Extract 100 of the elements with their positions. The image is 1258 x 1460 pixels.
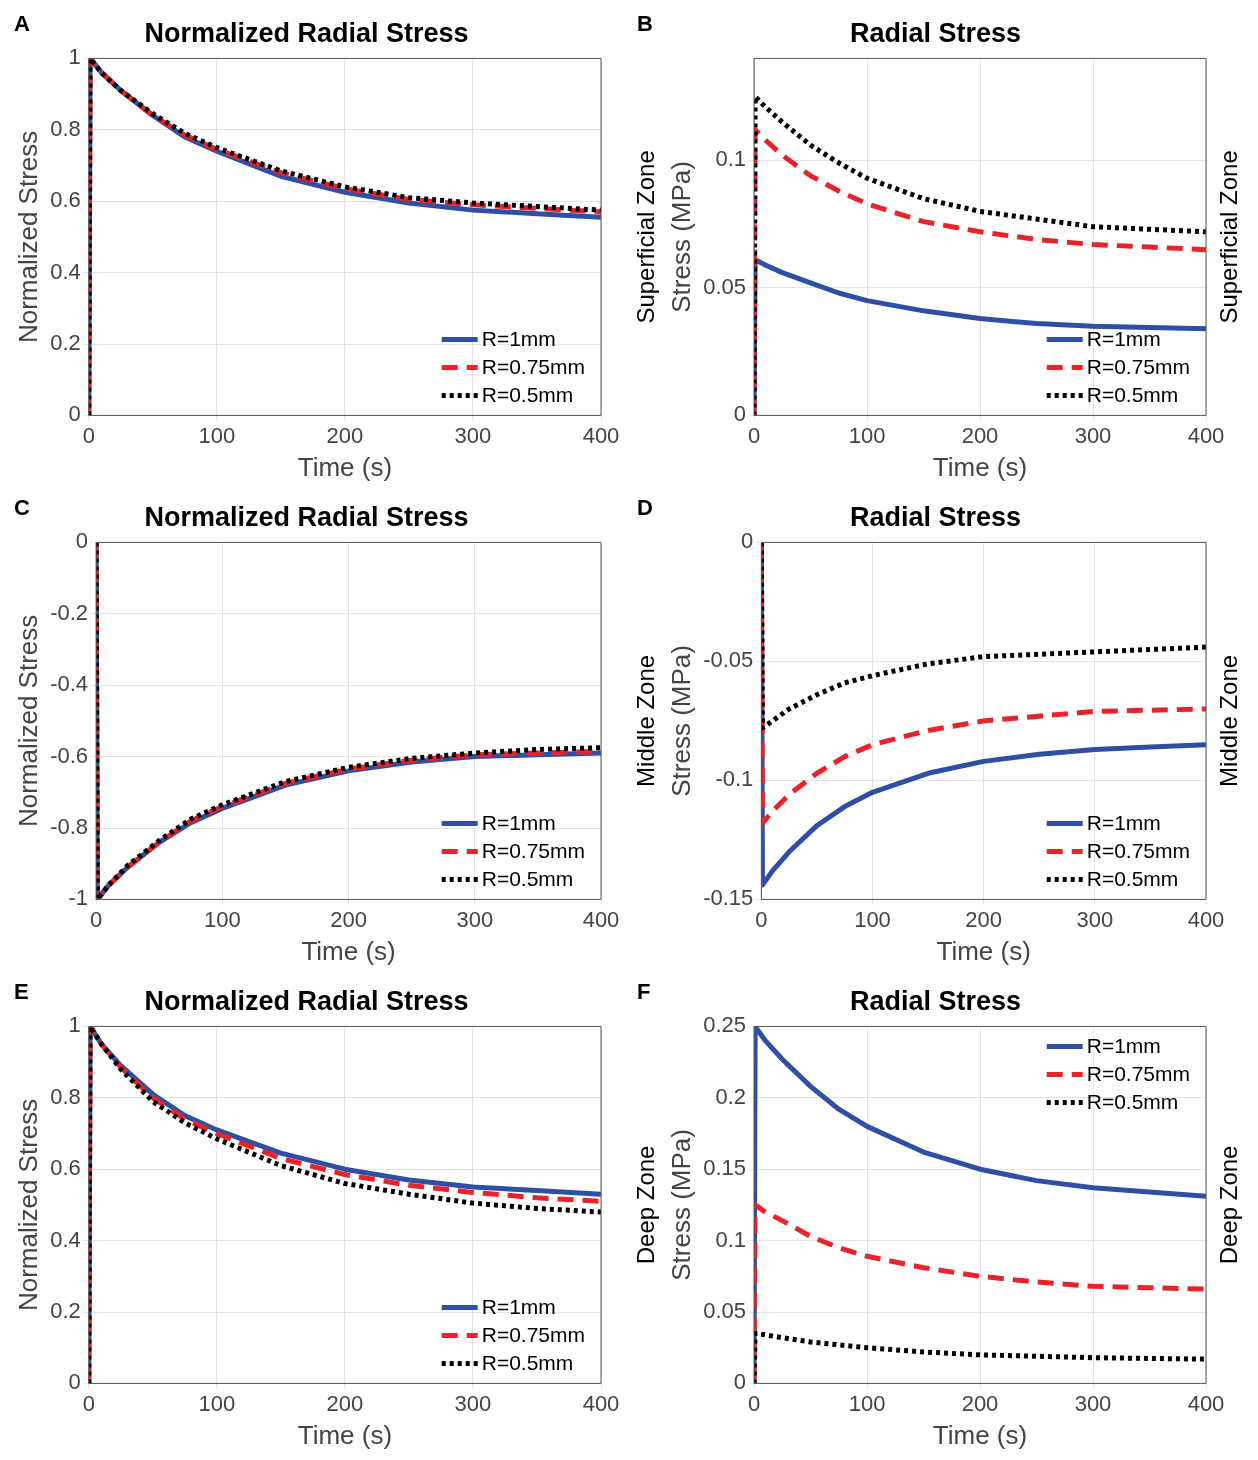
x-tick-label: 200	[326, 422, 364, 448]
chart-title: Normalized Radial Stress	[144, 501, 469, 532]
y-axis-title: Stress (MPa)	[665, 1129, 696, 1281]
legend-label: R=1mm	[481, 811, 556, 835]
legend-label: R=1mm	[1086, 811, 1161, 835]
y-tick-label: 0.05	[703, 1298, 747, 1324]
x-tick-label: 400	[1187, 422, 1225, 448]
x-tick-label: 300	[1074, 422, 1112, 448]
text: Superficial Zone	[631, 150, 659, 324]
x-tick-label: 400	[1187, 906, 1225, 932]
y-tick-label: 0	[733, 1369, 747, 1395]
y-tick-label: -0.1	[715, 766, 754, 792]
y-tick-label: 0	[68, 401, 81, 427]
x-tick-label: 200	[965, 906, 1003, 932]
y-tick-label: 0	[75, 528, 89, 554]
legend-label: R=0.75mm	[481, 355, 586, 379]
y-axis-title: Normalized Stress	[12, 130, 43, 344]
y-tick-label: 0.8	[50, 1083, 81, 1109]
y-tick-label: 0.15	[703, 1155, 747, 1181]
text: A	[14, 11, 30, 37]
text: D	[637, 495, 653, 521]
x-axis-title: Time (s)	[297, 451, 393, 482]
x-axis-title: Time (s)	[932, 1419, 1028, 1450]
legend-label: R=0.5mm	[1086, 383, 1179, 407]
x-axis-title: Time (s)	[936, 935, 1031, 966]
x-tick-label: 200	[961, 1390, 999, 1416]
y-tick-label: 0.6	[50, 187, 81, 213]
x-tick-label: 100	[854, 906, 891, 932]
text: B	[637, 11, 653, 37]
y-tick-label: 0.1	[715, 1226, 747, 1252]
legend-label: R=0.75mm	[1086, 1062, 1191, 1086]
text: Middle Zone	[631, 654, 659, 787]
y-tick-label: 0	[733, 401, 747, 427]
y-tick-label: 0.25	[703, 1012, 747, 1038]
chart-title: Radial Stress	[849, 501, 1022, 532]
y-tick-label: 0.1	[715, 146, 747, 172]
x-tick-label: 400	[582, 422, 620, 448]
y-tick-label: 0.8	[50, 115, 81, 141]
x-tick-label: 300	[1076, 906, 1114, 932]
x-axis-title: Time (s)	[297, 1419, 393, 1450]
y-tick-label: 1	[68, 1012, 81, 1038]
y-tick-label: -0.15	[703, 885, 754, 911]
legend-label: R=1mm	[1086, 327, 1161, 351]
legend-label: R=0.5mm	[481, 383, 574, 407]
legend-label: R=0.75mm	[1086, 839, 1191, 863]
y-tick-label: 0.4	[50, 1226, 81, 1252]
y-tick-label: 0.6	[50, 1155, 81, 1181]
y2-axis-title: Deep Zone	[1214, 1145, 1242, 1265]
y-tick-label: 0	[741, 528, 754, 554]
x-tick-label: 300	[1074, 1390, 1112, 1416]
chart-title: Radial Stress	[849, 985, 1022, 1016]
y-tick-label: 0.2	[50, 330, 81, 356]
legend-label: R=0.75mm	[481, 1323, 586, 1347]
x-tick-label: 100	[848, 422, 886, 448]
text: Deep Zone	[631, 1145, 659, 1265]
x-tick-label: 300	[454, 1390, 492, 1416]
x-tick-label: 200	[326, 1390, 364, 1416]
legend-label: R=1mm	[481, 1295, 556, 1319]
legend-label: R=0.5mm	[481, 1351, 574, 1375]
x-tick-label: 200	[961, 422, 999, 448]
x-tick-label: 400	[1187, 1390, 1225, 1416]
y-tick-label: -0.05	[703, 647, 754, 673]
legend-label: R=0.5mm	[1086, 1090, 1179, 1114]
y-tick-label: 0.05	[703, 273, 747, 299]
y-axis-title: Stress (MPa)	[665, 645, 696, 797]
y-axis-title: Stress (MPa)	[665, 161, 696, 313]
y-axis-title: Normalized Stress	[12, 1098, 43, 1312]
x-tick-label: 300	[456, 906, 494, 932]
legend-label: R=1mm	[1086, 1034, 1161, 1058]
x-axis-title: Time (s)	[932, 451, 1028, 482]
y-tick-label: 0.4	[50, 258, 81, 284]
x-tick-label: 400	[582, 1390, 620, 1416]
x-axis-title: Time (s)	[301, 935, 396, 966]
legend-label: R=0.75mm	[481, 839, 586, 863]
chart-title: Radial Stress	[849, 17, 1022, 48]
y-tick-label: 0.2	[50, 1298, 81, 1324]
x-tick-label: 300	[454, 422, 492, 448]
y-tick-label: 1	[68, 44, 81, 70]
y-tick-label: -0.4	[50, 671, 89, 697]
legend-label: R=0.75mm	[1086, 355, 1191, 379]
y2-axis-title: Superficial Zone	[1214, 150, 1242, 324]
legend-label: R=0.5mm	[1086, 867, 1179, 891]
text: E	[14, 979, 29, 1005]
y-tick-label: -0.8	[50, 814, 89, 840]
y-tick-label: 0.2	[715, 1083, 747, 1109]
y-axis-title: Normalized Stress	[12, 614, 43, 828]
x-tick-label: 400	[582, 906, 620, 932]
chart-title: Normalized Radial Stress	[144, 17, 469, 48]
x-tick-label: 100	[848, 1390, 886, 1416]
text: F	[637, 979, 651, 1005]
x-tick-label: 100	[203, 906, 241, 932]
legend-label: R=0.5mm	[481, 867, 574, 891]
chart-title: Normalized Radial Stress	[144, 985, 469, 1016]
y2-axis-title: Middle Zone	[1214, 654, 1242, 787]
y-tick-label: 0	[68, 1369, 81, 1395]
x-tick-label: 100	[198, 422, 236, 448]
y-tick-label: -1	[68, 885, 89, 911]
x-tick-label: 200	[330, 906, 367, 932]
text: C	[14, 495, 30, 521]
x-tick-label: 100	[198, 1390, 236, 1416]
